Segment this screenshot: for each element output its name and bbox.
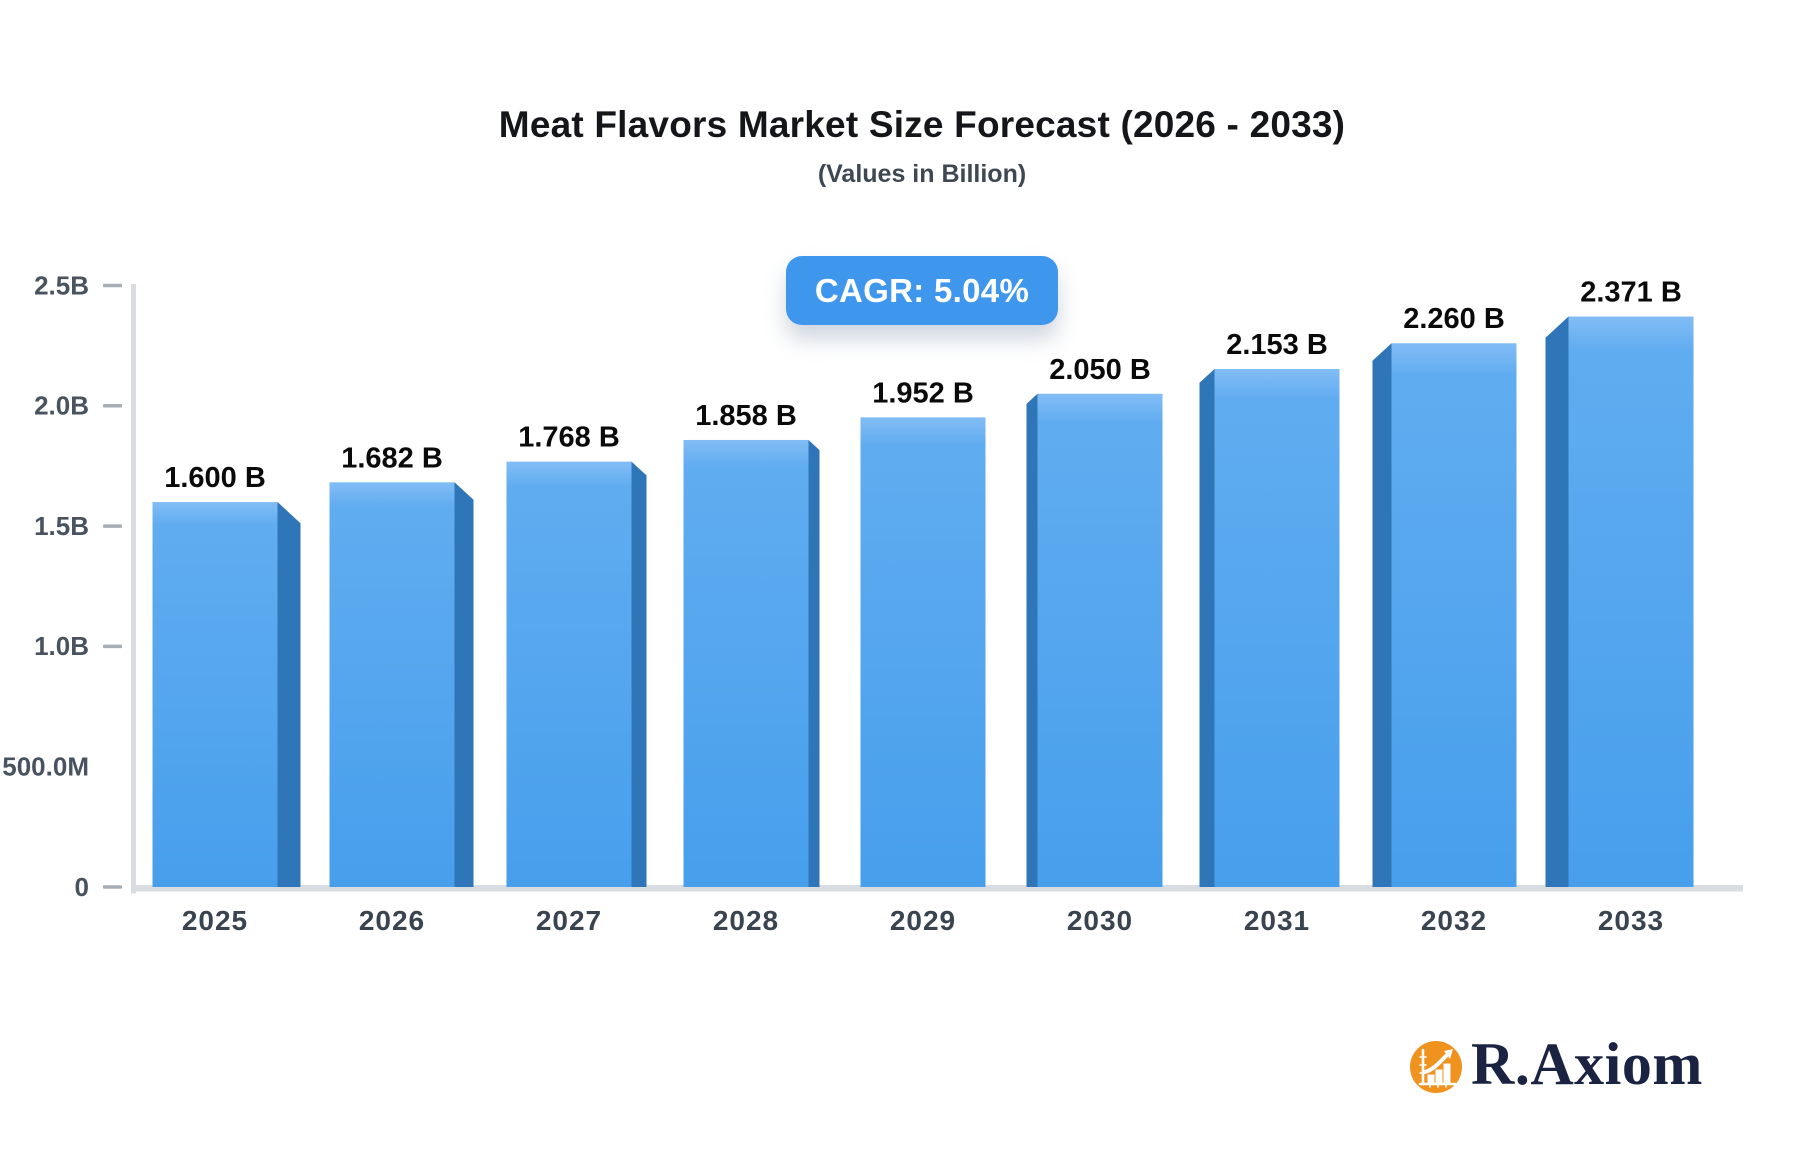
bar-2026-value-label: 1.682 B — [341, 442, 443, 474]
y-axis-label-2.0B: 2.0B — [34, 391, 89, 421]
bar-2032-value-label: 2.260 B — [1403, 303, 1505, 335]
bar-2032-side — [1372, 343, 1392, 887]
cagr-badge: CAGR: 5.04% — [786, 256, 1058, 325]
bar-2030-value-label: 2.050 B — [1049, 354, 1151, 386]
bar-2025 — [152, 502, 278, 887]
x-axis-label-2031: 2031 — [1244, 905, 1310, 936]
x-axis-label-2025: 2025 — [182, 905, 248, 936]
bar-2032 — [1391, 343, 1517, 887]
y-axis-tick-2.5B — [103, 283, 122, 288]
x-axis-label-2029: 2029 — [890, 905, 956, 936]
x-axis-label-2030: 2030 — [1067, 905, 1133, 936]
bar-2029-value-label: 1.952 B — [872, 377, 974, 409]
bar-2033-side — [1545, 316, 1569, 887]
x-axis-label-2026: 2026 — [359, 905, 425, 936]
y-axis-label-1.5B: 1.5B — [34, 511, 89, 541]
bar-2031 — [1214, 368, 1340, 888]
bar-2031-value-label: 2.153 B — [1226, 329, 1328, 361]
logo-chart-icon — [1410, 1041, 1462, 1093]
bar-2030-side — [1026, 393, 1038, 887]
y-axis-line — [131, 284, 136, 894]
y-axis-tick-0 — [103, 885, 122, 889]
bar-2031-side — [1199, 368, 1215, 888]
bar-2029 — [860, 417, 986, 887]
y-axis-tick-1.0B — [103, 644, 122, 649]
bar-2033-value-label: 2.371 B — [1580, 277, 1682, 309]
bar-2028-value-label: 1.858 B — [695, 400, 797, 432]
bar-2025-value-label: 1.600 B — [164, 462, 266, 494]
y-axis-label-0: 0 — [75, 872, 89, 902]
bar-2033 — [1568, 316, 1694, 887]
y-axis-label-500.0M: 500.0M — [2, 752, 89, 782]
x-axis-label-2028: 2028 — [713, 905, 779, 936]
x-axis-label-2027: 2027 — [536, 905, 602, 936]
x-axis-line — [131, 885, 1743, 892]
x-axis-label-2032: 2032 — [1421, 905, 1487, 936]
bar-2027-value-label: 1.768 B — [518, 422, 620, 454]
bar-2028 — [683, 439, 809, 887]
bar-2027-side — [631, 461, 647, 887]
bar-2028-side — [808, 439, 820, 887]
chart-subtitle: (Values in Billion) — [817, 160, 1027, 188]
y-axis-tick-1.5B — [103, 524, 122, 528]
chart-title: Meat Flavors Market Size Forecast (2026 … — [498, 104, 1346, 145]
bar-2030 — [1037, 393, 1163, 887]
bar-2027 — [506, 461, 632, 887]
brand-logo: R.Axiom — [1408, 1034, 1703, 1096]
y-axis-label-1.0B: 1.0B — [34, 631, 89, 661]
bar-2025-side — [277, 502, 301, 887]
y-axis-tick-2.0B — [103, 404, 122, 408]
bar-2026 — [329, 482, 455, 887]
brand-name: R.Axiom — [1471, 1031, 1703, 1097]
y-axis-label-2.5B: 2.5B — [34, 270, 89, 300]
x-axis-label-2033: 2033 — [1598, 905, 1664, 936]
bar-2026-side — [454, 482, 474, 887]
